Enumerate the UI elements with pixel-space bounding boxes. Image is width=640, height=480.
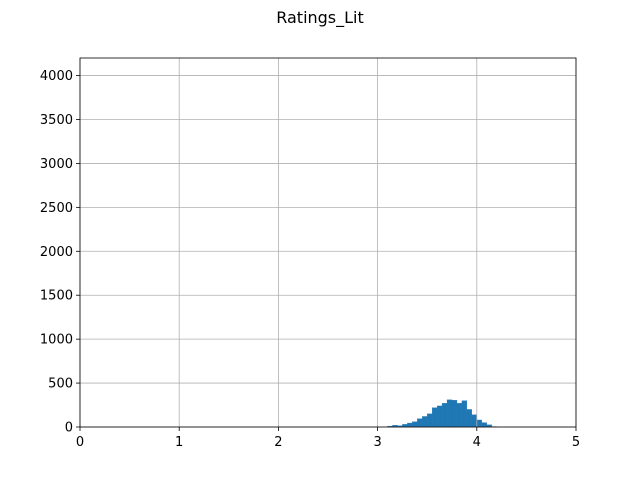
- histogram-bar: [441, 403, 448, 428]
- histogram-bar: [476, 419, 482, 428]
- histogram-bar: [461, 400, 468, 428]
- histogram-bar: [427, 413, 433, 428]
- histogram-bar: [407, 422, 413, 428]
- x-tick-label: 2: [274, 435, 282, 450]
- y-tick-label: 1500: [40, 289, 73, 304]
- x-tick-label: 1: [175, 435, 183, 450]
- x-tick-label: 5: [572, 435, 580, 450]
- histogram-bar: [481, 422, 487, 428]
- histogram-bar: [422, 416, 428, 428]
- plot-area: [80, 58, 576, 427]
- y-tick-label: 0: [65, 421, 73, 436]
- histogram-bar: [436, 405, 443, 428]
- x-tick-label: 4: [473, 435, 481, 450]
- y-tick-label: 2500: [40, 201, 73, 216]
- x-tick-label: 3: [373, 435, 381, 450]
- histogram-bar: [446, 399, 453, 428]
- histogram-bar: [456, 403, 463, 428]
- plot-frame: [79, 57, 577, 428]
- chart-title: Ratings_Lit: [276, 8, 364, 27]
- histogram-bar: [417, 418, 423, 428]
- histogram-bar: [466, 409, 472, 428]
- histogram-bar: [412, 421, 418, 428]
- x-tick-label: 0: [76, 435, 84, 450]
- y-tick-label: 3000: [40, 157, 73, 172]
- histogram-bar: [432, 407, 438, 428]
- y-tick-label: 1000: [40, 333, 73, 348]
- y-tick-label: 2000: [40, 245, 73, 260]
- histogram-bar: [451, 400, 458, 428]
- y-tick-label: 500: [48, 377, 73, 392]
- histogram-bar: [471, 414, 477, 428]
- y-tick-label: 3500: [40, 113, 73, 128]
- y-tick-label: 4000: [40, 69, 73, 84]
